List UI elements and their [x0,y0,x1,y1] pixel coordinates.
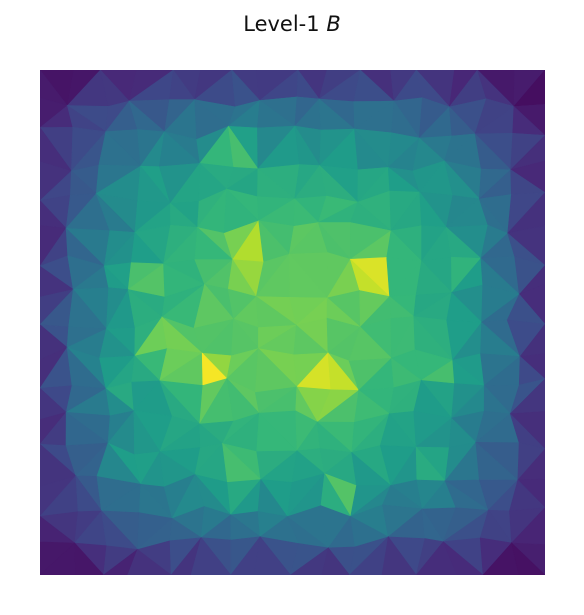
chart-title-symbol: B [326,12,341,36]
mesh-cell-495 [253,536,291,575]
mesh-cell-483 [74,542,105,575]
mesh-cell-507 [443,541,484,575]
chart-title-text: Level-1 [243,12,320,36]
mesh-cell-491 [190,537,232,575]
mesh-cell-487 [127,549,172,575]
heatmap-plot [40,70,545,575]
chart-title: Level-1 B [0,12,584,36]
mesh-cell-499 [321,547,350,575]
mesh-cell-503 [381,536,417,575]
mesh-cell-511 [511,542,545,575]
